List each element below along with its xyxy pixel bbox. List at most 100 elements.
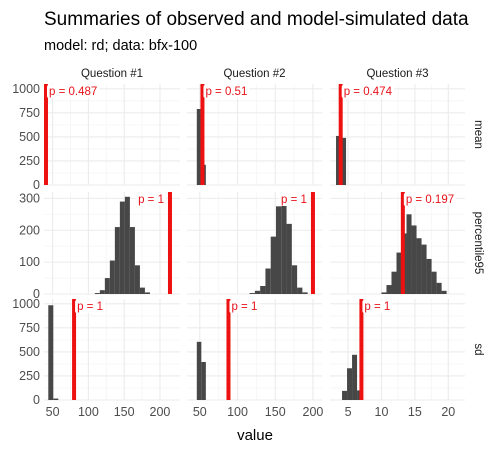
histogram-bar <box>381 292 387 294</box>
histogram-bar <box>341 137 347 185</box>
histogram-bar <box>249 293 255 294</box>
histogram-bar <box>270 236 276 294</box>
y-tick-label: 500 <box>19 345 40 359</box>
histogram-bar <box>144 292 150 294</box>
y-tick-label: 100 <box>19 255 40 269</box>
histogram-bar <box>421 244 427 294</box>
histogram-bar <box>281 204 287 294</box>
p-value-label: p = 1 <box>77 301 103 313</box>
histogram-bar <box>286 223 292 294</box>
facet-row-label: sd <box>472 343 484 355</box>
histogram-bar <box>94 293 100 294</box>
x-tick-label: 10 <box>375 405 389 419</box>
x-tick-label: 20 <box>441 405 455 419</box>
histogram-bar <box>134 265 140 294</box>
facet-row-label: percentile95 <box>472 212 484 275</box>
p-value-label-background <box>47 85 100 98</box>
p-value-label: p = 1 <box>138 194 164 206</box>
histogram-bar <box>302 292 308 294</box>
histogram-bar <box>396 252 402 294</box>
facet-panel <box>187 299 322 400</box>
facet-panels: Question #1 Question #2 Question #3 mean per… <box>12 68 484 419</box>
x-axis-label: value <box>237 427 273 444</box>
histogram-bar <box>109 260 115 294</box>
histogram-bar <box>119 201 125 294</box>
histogram-bar <box>260 286 266 294</box>
p-value-label: p = 0.474 <box>344 86 393 98</box>
histogram-bar <box>129 227 135 294</box>
x-tick-label: 15 <box>408 405 422 419</box>
x-tick-label: 50 <box>46 405 60 419</box>
histogram-bar <box>291 265 298 294</box>
x-tick-label: 50 <box>193 405 207 419</box>
chart-title: Summaries of observed and model-simulate… <box>44 9 469 30</box>
histogram-bar <box>406 214 412 294</box>
histogram-bar <box>53 398 59 400</box>
y-tick-label: 0 <box>33 393 40 407</box>
p-value-label-background <box>136 193 166 206</box>
histogram-bar <box>411 225 417 294</box>
x-tick-label: 100 <box>227 405 248 419</box>
y-tick-label: 1000 <box>12 82 40 96</box>
p-value-label: p = 1 <box>364 301 390 313</box>
y-tick-label: 200 <box>19 223 40 237</box>
histogram-bar <box>104 278 110 294</box>
histogram-bar <box>124 196 130 294</box>
x-tick-label: 150 <box>114 405 135 419</box>
histogram-bar <box>99 290 105 294</box>
histogram-bar <box>336 135 342 185</box>
histogram-bar <box>114 227 120 294</box>
facet-row-label: mean <box>472 120 484 149</box>
p-value-label: p = 0.487 <box>49 86 97 98</box>
p-value-label-background <box>203 85 250 98</box>
x-tick-label: 200 <box>303 405 324 419</box>
facet-panel <box>187 192 322 294</box>
x-tick-label: 200 <box>150 405 171 419</box>
histogram-bar <box>431 271 437 294</box>
histogram-bar <box>441 290 447 294</box>
x-tick-label: 150 <box>265 405 286 419</box>
histogram-bar <box>254 290 261 294</box>
histogram-bar <box>139 287 145 294</box>
histogram-bar <box>265 268 271 294</box>
histogram-bar <box>436 282 442 294</box>
histogram-bar <box>386 285 392 294</box>
p-value-label-background <box>75 300 105 313</box>
x-tick-label: 100 <box>78 405 99 419</box>
facet-panel <box>330 84 465 185</box>
histogram-bar <box>391 271 397 294</box>
p-value-label-background <box>341 85 394 98</box>
histogram-bar <box>201 362 206 400</box>
y-tick-label: 1000 <box>12 297 40 311</box>
p-value-label: p = 1 <box>231 301 257 313</box>
histogram-bar <box>352 354 358 400</box>
p-value-label: p = 1 <box>281 194 307 206</box>
histogram-bar <box>297 287 303 294</box>
histogram-bar <box>426 258 432 294</box>
facet-column-label: Question #3 <box>366 68 428 80</box>
p-value-label: p = 0.197 <box>406 194 454 206</box>
p-value-label-background <box>403 193 457 206</box>
p-value-label-background <box>229 300 260 313</box>
y-tick-label: 750 <box>19 106 40 120</box>
p-value-label-background <box>362 300 393 313</box>
y-tick-label: 300 <box>19 191 40 205</box>
p-value-label-background <box>279 193 309 206</box>
y-tick-label: 500 <box>19 130 40 144</box>
y-tick-label: 250 <box>19 369 40 383</box>
chart-subtitle: model: rd; data: bfx-100 <box>44 38 197 54</box>
p-value-label: p = 0.51 <box>205 86 247 98</box>
histogram-bar <box>347 368 353 400</box>
histogram-bar <box>48 305 54 400</box>
histogram-bar <box>275 206 282 294</box>
histogram-bar <box>196 109 202 185</box>
histogram-bar <box>416 238 422 294</box>
histogram-bar <box>196 341 202 400</box>
y-tick-label: 0 <box>33 178 40 192</box>
histogram-bar <box>342 390 348 400</box>
y-tick-label: 750 <box>19 321 40 335</box>
facet-panel <box>187 84 322 185</box>
y-tick-label: 250 <box>19 154 40 168</box>
facet-column-label: Question #1 <box>81 68 143 80</box>
